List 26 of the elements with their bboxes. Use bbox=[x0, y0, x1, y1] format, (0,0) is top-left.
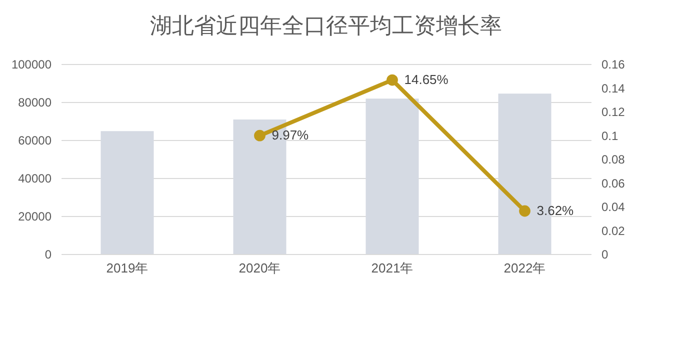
y-tick-label: 0 bbox=[44, 248, 52, 262]
y2-tick-label: 0.16 bbox=[602, 58, 626, 72]
y2-tick-label: 0.14 bbox=[602, 81, 626, 96]
x-tick-label: 2021年 bbox=[371, 260, 414, 276]
x-tick-label: 2019年 bbox=[106, 260, 148, 276]
data-label: 3.62% bbox=[536, 203, 574, 218]
y2-tick-label: 0.02 bbox=[602, 224, 626, 238]
point bbox=[386, 74, 398, 86]
point bbox=[254, 130, 266, 142]
chart-title: 湖北省近四年全口径平均工资增长率 bbox=[150, 13, 502, 38]
y2-tick-label: 0.1 bbox=[602, 128, 619, 143]
y-tick-label: 40000 bbox=[18, 172, 52, 186]
x-tick-label: 2020年 bbox=[238, 260, 281, 276]
point bbox=[519, 205, 530, 217]
data-label: 14.65% bbox=[404, 72, 449, 88]
y2-tick-label: 0.08 bbox=[602, 152, 626, 166]
x-tick-label: 2022年 bbox=[504, 260, 546, 276]
y2-tick-label: 0.12 bbox=[602, 105, 626, 119]
y-tick-label: 80000 bbox=[18, 96, 52, 110]
y2-tick-label: 0 bbox=[602, 248, 608, 262]
y2-tick-label: 0.04 bbox=[602, 200, 626, 214]
y-tick-label: 60000 bbox=[18, 134, 52, 148]
y-tick-label: 100000 bbox=[11, 58, 52, 72]
data-label: 9.97% bbox=[272, 128, 310, 143]
y-tick-label: 20000 bbox=[18, 210, 52, 224]
y2-tick-label: 0.06 bbox=[602, 176, 626, 190]
